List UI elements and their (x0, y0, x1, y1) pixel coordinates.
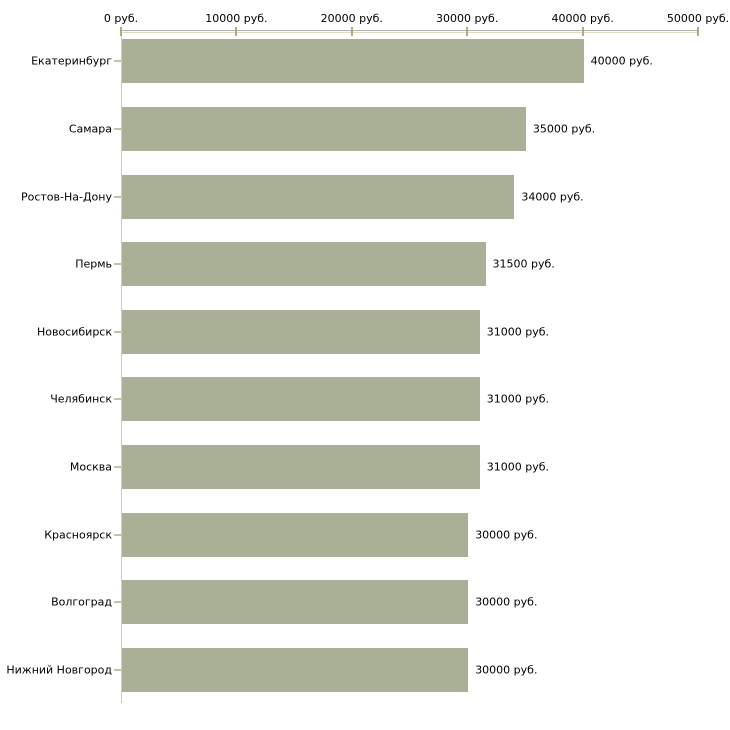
bar-row: Ростов-На-Дону 34000 руб. (0, 163, 730, 231)
salary-bar (122, 647, 469, 692)
bar-value-label: 34000 руб. (521, 190, 584, 204)
x-tick-mark (581, 27, 584, 36)
city-label: Красноярск (44, 528, 112, 542)
salary-bar (122, 512, 469, 557)
bar-value-label: 31500 руб. (492, 257, 555, 271)
salary-bar (122, 309, 480, 354)
salary-bar (122, 580, 469, 625)
y-tick-mark (114, 533, 121, 536)
city-label: Москва (69, 460, 112, 474)
salary-bar (122, 377, 480, 422)
city-label: Челябинск (50, 392, 112, 406)
x-tick-label: 40000 руб. (551, 12, 614, 25)
y-tick-mark (114, 195, 121, 198)
city-label: Ростов-На-Дону (20, 190, 112, 204)
x-tick-mark (466, 27, 469, 36)
bar-row: Екатеринбург 40000 руб. (0, 28, 730, 96)
bar-row: Пермь 31500 руб. (0, 230, 730, 298)
salary-bar (122, 174, 515, 219)
y-tick-mark (114, 263, 121, 266)
bar-value-label: 40000 руб. (590, 54, 653, 68)
y-tick-mark (114, 330, 121, 333)
salary-bar (122, 242, 486, 287)
bar-row: Волгоград 30000 руб. (0, 568, 730, 636)
y-tick-mark (114, 128, 121, 131)
x-tick-mark (120, 27, 122, 36)
y-tick-mark (114, 601, 121, 604)
bar-value-label: 31000 руб. (486, 392, 549, 406)
x-tick-label: 0 руб. (103, 12, 139, 25)
city-label: Нижний Новгород (6, 663, 112, 677)
salary-bar (122, 445, 480, 490)
y-tick-mark (114, 668, 121, 671)
bar-row: Красноярск 30000 руб. (0, 501, 730, 569)
bar-value-label: 31000 руб. (486, 460, 549, 474)
salary-bar (122, 39, 584, 84)
salary-bar (122, 107, 526, 152)
bar-row: Челябинск 31000 руб. (0, 366, 730, 434)
city-label: Екатеринбург (31, 54, 112, 68)
y-tick-mark (114, 60, 121, 63)
x-axis-line (121, 30, 698, 33)
bar-value-label: 30000 руб. (475, 528, 538, 542)
x-tick-label: 50000 руб. (666, 12, 730, 25)
city-label: Новосибирск (36, 325, 112, 339)
x-tick-label: 10000 руб. (205, 12, 268, 25)
x-tick-label: 20000 руб. (320, 12, 383, 25)
bar-row: Москва 31000 руб. (0, 433, 730, 501)
bar-rows: Екатеринбург 40000 руб. Самара 35000 руб… (0, 28, 730, 704)
x-tick-mark (350, 27, 353, 36)
bar-row: Нижний Новгород 30000 руб. (0, 636, 730, 704)
y-tick-mark (114, 398, 121, 401)
bar-row: Новосибирск 31000 руб. (0, 298, 730, 366)
bar-value-label: 30000 руб. (475, 663, 538, 677)
x-tick-label: 30000 руб. (436, 12, 499, 25)
bar-value-label: 30000 руб. (475, 595, 538, 609)
x-tick-mark (697, 27, 699, 36)
city-label: Волгоград (51, 595, 112, 609)
bar-row: Самара 35000 руб. (0, 95, 730, 163)
bar-value-label: 31000 руб. (486, 325, 549, 339)
city-label: Самара (68, 122, 112, 136)
bar-value-label: 35000 руб. (532, 122, 596, 136)
y-axis-line (121, 31, 122, 703)
city-label: Пермь (75, 257, 112, 271)
y-tick-mark (114, 466, 121, 469)
x-tick-mark (235, 27, 238, 36)
